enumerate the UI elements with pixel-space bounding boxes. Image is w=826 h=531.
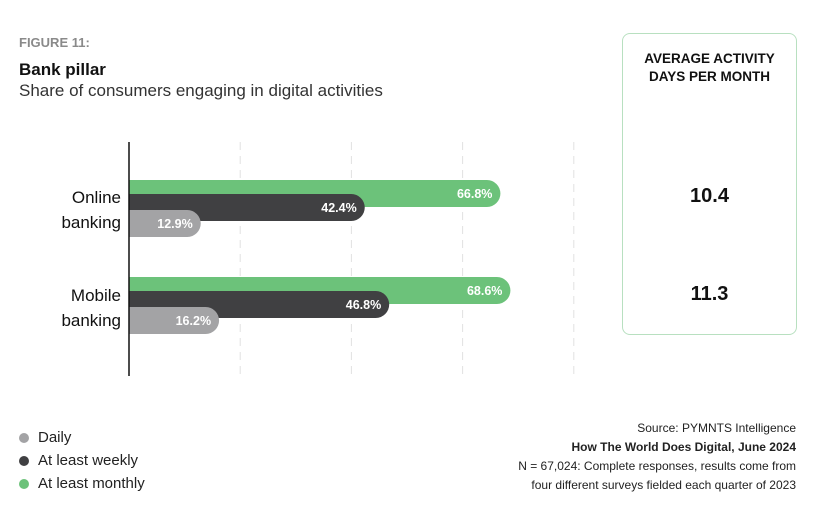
source-line: N = 67,024: Complete responses, results … <box>518 459 796 473</box>
chart-subtitle: Share of consumers engaging in digital a… <box>19 81 383 100</box>
chart-title: Bank pillar <box>19 60 106 79</box>
average-activity-box: AVERAGE ACTIVITY DAYS PER MONTH 10.4 11.… <box>622 33 797 335</box>
source-note: Source: PYMNTS Intelligence How The Worl… <box>518 419 796 495</box>
source-line: four different surveys fielded each quar… <box>531 478 796 492</box>
data-label: 42.4% <box>321 201 356 215</box>
average-activity-title: AVERAGE ACTIVITY DAYS PER MONTH <box>623 50 796 86</box>
category-line: Online <box>71 188 121 207</box>
legend-dot <box>19 478 29 489</box>
data-label: 68.6% <box>467 284 502 298</box>
data-label: 66.8% <box>457 187 492 201</box>
source-line: Source: PYMNTS Intelligence <box>637 421 796 435</box>
data-label: 46.8% <box>346 298 381 312</box>
legend-label: At least monthly <box>38 475 145 492</box>
legend-label: At least weekly <box>38 452 139 469</box>
avg-value-online: 10.4 <box>690 185 729 207</box>
title-line: DAYS PER MONTH <box>648 69 771 84</box>
legend-label: Daily <box>38 429 72 446</box>
category-line: banking <box>61 213 121 232</box>
legend-item-monthly: At least monthly <box>19 472 145 495</box>
legend-item-daily: Daily <box>19 426 145 449</box>
category-label-online: Online banking <box>61 185 121 235</box>
figure-label: FIGURE 11: <box>19 35 90 50</box>
source-report: How The World Does Digital, June 2024 <box>571 440 797 454</box>
legend: Daily At least weekly At least monthly <box>19 426 145 495</box>
data-label: 12.9% <box>157 217 192 231</box>
bar-daily <box>129 307 220 334</box>
legend-dot <box>19 455 29 466</box>
category-line: banking <box>61 311 121 330</box>
category-line: Mobile <box>70 286 121 305</box>
data-label: 16.2% <box>176 314 211 328</box>
avg-value-mobile: 11.3 <box>690 283 729 305</box>
category-label-mobile: Mobile banking <box>61 283 121 333</box>
legend-item-weekly: At least weekly <box>19 449 145 472</box>
title-line: AVERAGE ACTIVITY <box>644 51 775 66</box>
legend-dot <box>19 432 29 443</box>
bar-daily <box>129 210 201 237</box>
